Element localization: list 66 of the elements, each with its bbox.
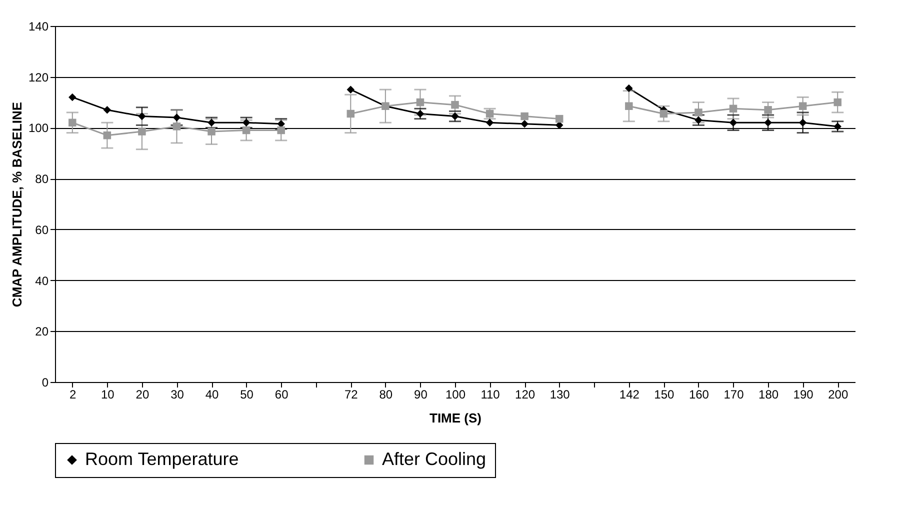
point (798, 118, 807, 126)
x-tick-label: 80 (379, 388, 393, 402)
point (172, 122, 181, 130)
x-tick-label: 120 (515, 388, 536, 402)
x-axis-title: TIME (S) (430, 410, 482, 426)
point (451, 100, 459, 109)
x-tick-label: 72 (344, 388, 358, 402)
x-tick-label: 160 (688, 388, 710, 402)
point (764, 106, 772, 114)
point (346, 110, 355, 118)
point (520, 112, 528, 120)
y-tick-label: 80 (35, 172, 49, 186)
point (625, 84, 633, 92)
x-tick-label: 190 (793, 388, 814, 402)
point (729, 104, 738, 113)
y-tick-label: 140 (28, 20, 49, 34)
x-tick-label: 100 (445, 388, 466, 402)
x-tick-label: 150 (654, 388, 675, 402)
point (103, 131, 112, 140)
legend-label: After Cooling (382, 449, 486, 469)
y-axis-title: CMAP AMPLITUDE, % BASELINE (9, 102, 24, 308)
x-tick-label: 30 (170, 388, 184, 402)
y-tick-label: 40 (35, 274, 49, 288)
x-tick-label: 130 (550, 388, 570, 402)
point (729, 118, 738, 126)
point (138, 128, 146, 136)
x-tick-label: 60 (274, 388, 289, 402)
point (103, 106, 112, 114)
y-tick-label: 100 (28, 121, 49, 136)
point (798, 102, 807, 110)
point (172, 114, 181, 122)
point (416, 98, 424, 106)
point (208, 118, 216, 126)
point (520, 120, 528, 128)
x-tick-label: 40 (205, 388, 220, 402)
x-tick-label: 10 (100, 388, 115, 402)
point (660, 110, 668, 118)
point (625, 102, 633, 110)
x-tick-label: 110 (480, 388, 500, 402)
x-tick-label: 200 (828, 388, 848, 402)
point (555, 114, 564, 123)
y-tick-label: 120 (28, 70, 49, 84)
point (834, 122, 842, 130)
x-tick-label: 180 (758, 388, 779, 402)
x-tick-label: 170 (724, 388, 744, 402)
x-tick-label: 2 (70, 388, 77, 402)
x-tick-label: 90 (414, 388, 428, 402)
point (694, 116, 702, 124)
x-tick-label: 20 (136, 388, 150, 402)
point (764, 118, 772, 126)
point (242, 126, 250, 134)
y-tick-label: 0 (42, 376, 49, 390)
point (486, 118, 494, 126)
x-tick-label: 142 (619, 388, 640, 402)
point (346, 86, 355, 94)
point (208, 128, 216, 136)
point (138, 112, 146, 120)
point (694, 108, 702, 116)
point (68, 93, 76, 102)
x-tick-label: 50 (240, 388, 254, 402)
y-tick-label: 20 (35, 324, 49, 339)
point (277, 126, 285, 134)
y-tick-label: 60 (35, 222, 49, 237)
point (834, 98, 842, 106)
point (68, 118, 76, 126)
legend-label: Room Temperature (85, 449, 239, 469)
